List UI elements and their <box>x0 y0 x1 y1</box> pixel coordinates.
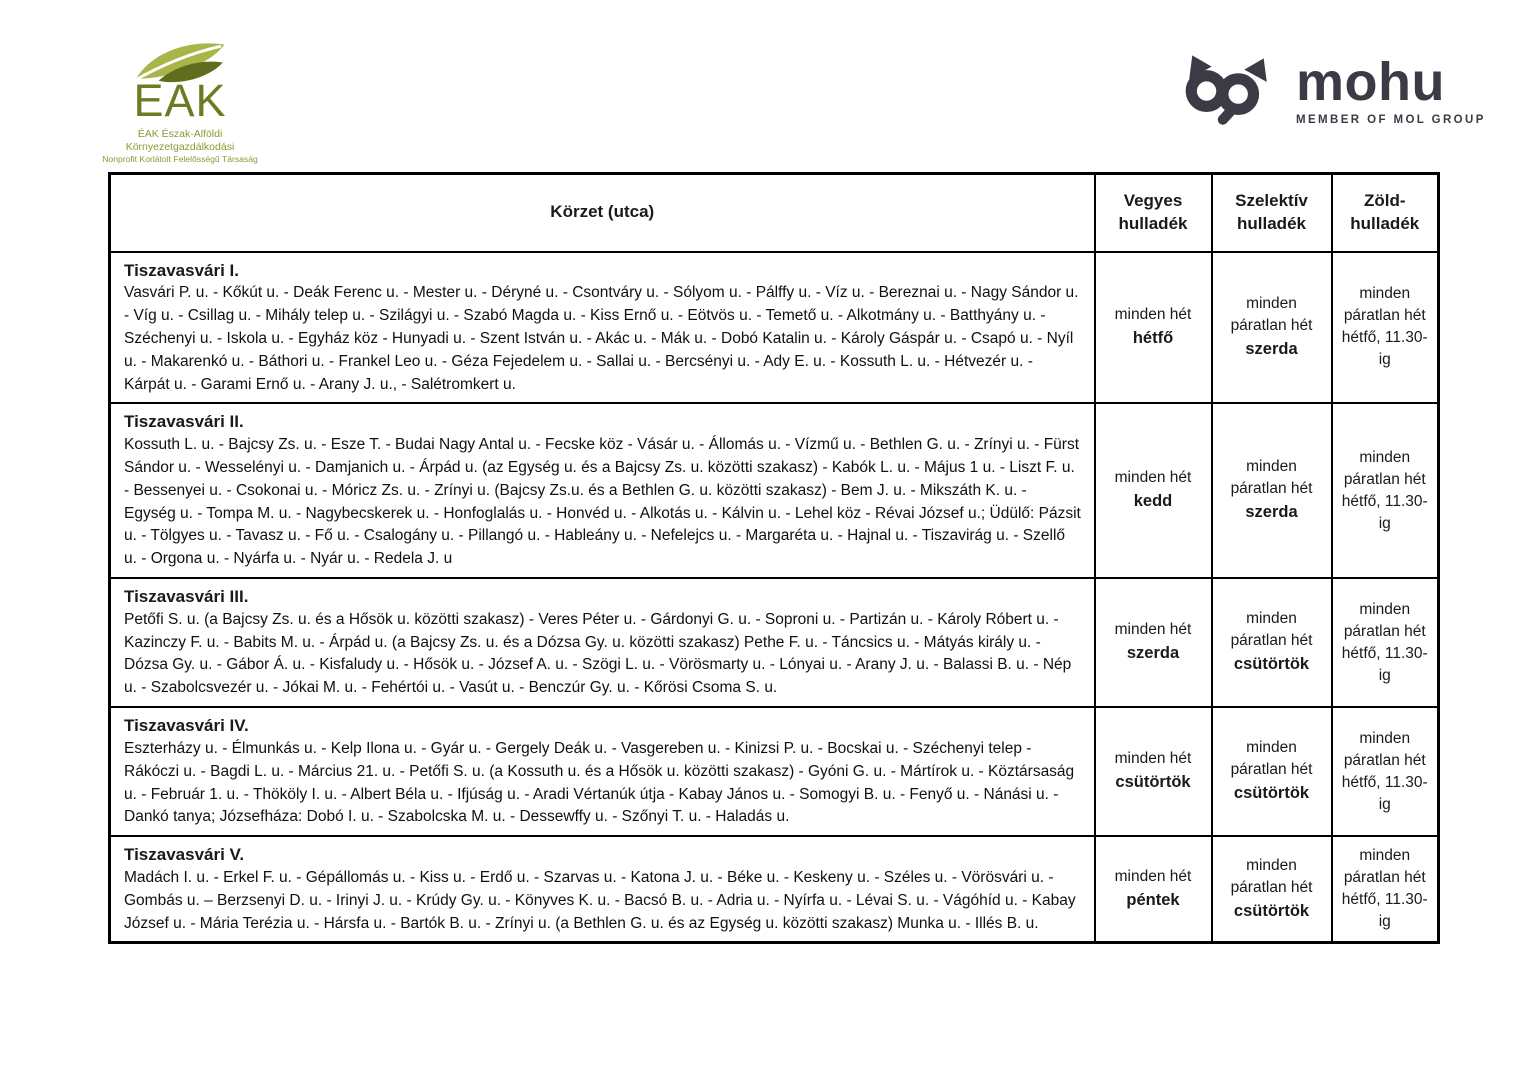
szelektiv-frequency: minden páratlan hét <box>1230 458 1313 498</box>
vegyes-day: péntek <box>1126 891 1180 910</box>
table-row: Tiszavasvári IV. Eszterházy u. - Élmunká… <box>108 706 1440 838</box>
szelektiv-frequency: minden páratlan hét <box>1230 739 1313 779</box>
zold-cell: minden páratlan hét hétfő, 11.30-ig <box>1330 706 1440 838</box>
szelektiv-day: csütörtök <box>1233 784 1310 803</box>
vegyes-day: kedd <box>1133 492 1173 511</box>
district-title: Tiszavasvári I. <box>124 260 239 280</box>
vegyes-frequency: minden hét <box>1114 868 1192 886</box>
vegyes-cell: minden hét kedd <box>1093 402 1213 579</box>
szelektiv-day: csütörtök <box>1233 902 1310 921</box>
district-cell: Tiszavasvári II. Kossuth L. u. - Bajcsy … <box>108 402 1096 579</box>
district-streets: Petőfi S. u. (a Bajcsy Zs. u. és a Hősök… <box>124 610 1072 697</box>
zold-schedule: minden páratlan hét hétfő, 11.30-ig <box>1341 729 1428 813</box>
szelektiv-day: csütörtök <box>1233 655 1310 674</box>
zold-schedule: minden páratlan hét hétfő, 11.30-ig <box>1341 847 1428 931</box>
eak-logo-subtext: ÉAK Észak-Alföldi Környezetgazdálkodási … <box>100 128 260 165</box>
header-row: Körzet (utca) Vegyes hulladék Szelektív … <box>108 172 1440 253</box>
district-streets: Madách I. u. - Erkel F. u. - Gépállomás … <box>124 869 1076 932</box>
district-title: Tiszavasvári III. <box>124 586 249 606</box>
szelektiv-frequency: minden páratlan hét <box>1230 610 1313 650</box>
district-streets: Vasvári P. u. - Kőkút u. - Deák Ferenc u… <box>124 284 1079 393</box>
szelektiv-day: szerda <box>1245 340 1298 359</box>
vegyes-day: hétfő <box>1132 329 1174 348</box>
district-cell: Tiszavasvári IV. Eszterházy u. - Élmunká… <box>108 706 1096 838</box>
vegyes-frequency: minden hét <box>1114 621 1192 639</box>
vegyes-day: szerda <box>1126 644 1180 663</box>
szelektiv-cell: minden páratlan hét szerda <box>1210 250 1333 405</box>
vegyes-day: csütörtök <box>1115 773 1191 792</box>
mohu-tagline: MEMBER OF MOL GROUP <box>1296 113 1486 126</box>
header-szelektiv: Szelektív hulladék <box>1210 172 1333 253</box>
table-row: Tiszavasvári V. Madách I. u. - Erkel F. … <box>108 835 1440 944</box>
district-streets: Kossuth L. u. - Bajcsy Zs. u. - Esze T. … <box>124 436 1081 568</box>
vegyes-frequency: minden hét <box>1114 306 1192 324</box>
district-cell: Tiszavasvári III. Petőfi S. u. (a Bajcsy… <box>108 576 1096 709</box>
schedule-table: Körzet (utca) Vegyes hulladék Szelektív … <box>108 172 1440 945</box>
vegyes-cell: minden hét csütörtök <box>1093 706 1213 838</box>
district-cell: Tiszavasvári I. Vasvári P. u. - Kőkút u.… <box>108 250 1096 405</box>
header-zold: Zöld- hulladék <box>1330 172 1440 253</box>
zold-schedule: minden páratlan hét hétfő, 11.30-ig <box>1341 285 1428 369</box>
eak-subtext-line1: ÉAK Észak-Alföldi <box>137 127 223 140</box>
eak-logo-text: EAK <box>133 75 227 126</box>
zold-cell: minden páratlan hét hétfő, 11.30-ig <box>1330 835 1440 944</box>
szelektiv-cell: minden páratlan hét csütörtök <box>1210 706 1333 838</box>
mohu-logo-text: mohu <box>1296 52 1445 112</box>
district-streets: Eszterházy u. - Élmunkás u. - Kelp Ilona… <box>124 739 1075 826</box>
district-title: Tiszavasvári IV. <box>124 716 249 736</box>
mohu-text-block: mohu MEMBER OF MOL GROUP <box>1296 50 1486 126</box>
szelektiv-frequency: minden páratlan hét <box>1230 857 1313 897</box>
eak-subtext-line2: Környezetgazdálkodási <box>125 140 235 153</box>
district-title: Tiszavasvári V. <box>124 845 245 865</box>
mohu-logo: mohu MEMBER OF MOL GROUP <box>1178 50 1486 126</box>
szelektiv-frequency: minden páratlan hét <box>1230 295 1313 335</box>
owl-icon <box>1185 55 1267 125</box>
zold-schedule: minden páratlan hét hétfő, 11.30-ig <box>1341 448 1428 532</box>
table-row: Tiszavasvári I. Vasvári P. u. - Kőkút u.… <box>108 250 1440 405</box>
eak-subtext-line3: Nonprofit Korlátolt Felelősségű Társaság <box>102 154 258 164</box>
vegyes-cell: minden hét péntek <box>1093 835 1213 944</box>
zold-cell: minden páratlan hét hétfő, 11.30-ig <box>1330 576 1440 709</box>
vegyes-frequency: minden hét <box>1114 750 1192 768</box>
vegyes-frequency: minden hét <box>1114 469 1192 487</box>
header-vegyes: Vegyes hulladék <box>1093 172 1213 253</box>
district-title: Tiszavasvári II. <box>124 412 244 432</box>
vegyes-cell: minden hét hétfő <box>1093 250 1213 405</box>
zold-schedule: minden páratlan hét hétfő, 11.30-ig <box>1341 600 1428 684</box>
szelektiv-cell: minden páratlan hét csütörtök <box>1210 835 1333 944</box>
szelektiv-cell: minden páratlan hét szerda <box>1210 402 1333 579</box>
zold-cell: minden páratlan hét hétfő, 11.30-ig <box>1330 250 1440 405</box>
header-korzet: Körzet (utca) <box>108 172 1096 253</box>
szelektiv-cell: minden páratlan hét csütörtök <box>1210 576 1333 709</box>
szelektiv-day: szerda <box>1245 503 1298 522</box>
table-row: Tiszavasvári II. Kossuth L. u. - Bajcsy … <box>108 402 1440 579</box>
table-row: Tiszavasvári III. Petőfi S. u. (a Bajcsy… <box>108 576 1440 709</box>
district-cell: Tiszavasvári V. Madách I. u. - Erkel F. … <box>108 835 1096 944</box>
eak-logo: EAK ÉAK Észak-Alföldi Környezetgazdálkod… <box>100 38 260 165</box>
zold-cell: minden páratlan hét hétfő, 11.30-ig <box>1330 402 1440 579</box>
vegyes-cell: minden hét szerda <box>1093 576 1213 709</box>
leaf-icon <box>133 43 225 83</box>
